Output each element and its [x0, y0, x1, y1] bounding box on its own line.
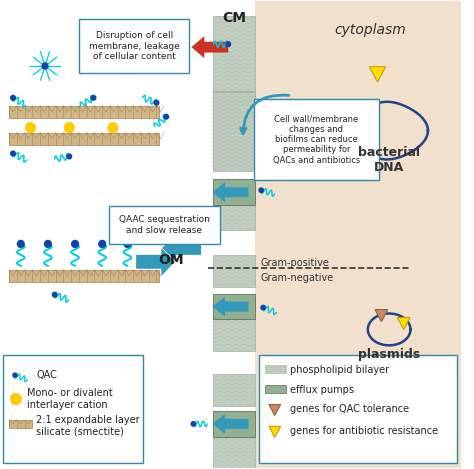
Bar	[265, 365, 286, 373]
Circle shape	[67, 154, 72, 159]
Bar	[213, 437, 255, 468]
Polygon shape	[162, 234, 201, 262]
FancyBboxPatch shape	[255, 99, 380, 180]
FancyBboxPatch shape	[259, 356, 457, 462]
Bar	[213, 294, 255, 319]
Circle shape	[45, 241, 51, 248]
Polygon shape	[375, 310, 388, 322]
Text: phospholipid bilayer: phospholipid bilayer	[290, 365, 390, 375]
Circle shape	[13, 373, 17, 377]
Text: Cell wall/membrane
changes and
biofilms can reduce
permeability for
QACs and ant: Cell wall/membrane changes and biofilms …	[273, 114, 360, 165]
Bar	[9, 270, 159, 282]
Bar	[213, 255, 255, 287]
Polygon shape	[212, 296, 248, 317]
Polygon shape	[212, 182, 248, 202]
Polygon shape	[136, 248, 175, 276]
Text: QAAC sequestration
and slow release: QAAC sequestration and slow release	[119, 215, 210, 235]
Circle shape	[11, 151, 15, 156]
Circle shape	[91, 96, 96, 100]
Circle shape	[72, 241, 79, 248]
Text: 2:1 expandable layer
silicate (smectite): 2:1 expandable layer silicate (smectite)	[36, 415, 140, 437]
Bar	[213, 205, 255, 230]
FancyBboxPatch shape	[109, 206, 219, 244]
Circle shape	[113, 57, 118, 61]
Text: Disruption of cell
membrane, leakage
of cellular content: Disruption of cell membrane, leakage of …	[89, 31, 180, 61]
Circle shape	[191, 422, 195, 426]
Bar	[213, 16, 255, 91]
Circle shape	[18, 241, 24, 248]
Circle shape	[108, 123, 118, 133]
Circle shape	[101, 47, 106, 52]
Polygon shape	[191, 36, 228, 58]
Circle shape	[154, 100, 159, 105]
Polygon shape	[369, 67, 386, 82]
Bar	[1, 1, 255, 468]
Circle shape	[11, 96, 15, 100]
Text: OM: OM	[158, 253, 184, 267]
Text: CM: CM	[222, 11, 246, 25]
Circle shape	[259, 188, 264, 192]
Bar	[213, 319, 255, 351]
Circle shape	[26, 123, 36, 133]
Polygon shape	[397, 318, 410, 330]
Circle shape	[226, 42, 230, 46]
Text: Mono- or divalent
interlayer cation: Mono- or divalent interlayer cation	[27, 388, 112, 410]
Bar	[9, 106, 159, 118]
Text: bacterial
DNA: bacterial DNA	[358, 146, 420, 174]
Polygon shape	[269, 404, 281, 416]
Text: plasmids: plasmids	[358, 348, 420, 361]
Circle shape	[10, 393, 21, 404]
Text: Gram-negative: Gram-negative	[260, 273, 334, 283]
Circle shape	[124, 241, 131, 248]
Bar	[9, 133, 159, 144]
Circle shape	[64, 123, 74, 133]
Bar	[255, 1, 461, 468]
Text: QAC: QAC	[36, 370, 57, 380]
Circle shape	[42, 63, 48, 69]
Text: Gram-positive: Gram-positive	[260, 258, 329, 268]
Bar	[9, 420, 32, 428]
Bar	[213, 179, 255, 205]
Circle shape	[261, 305, 265, 310]
FancyBboxPatch shape	[79, 19, 190, 73]
Text: cytoplasm: cytoplasm	[334, 23, 406, 37]
Polygon shape	[343, 113, 357, 127]
Bar	[265, 385, 286, 393]
Circle shape	[99, 241, 106, 248]
Bar	[213, 374, 255, 406]
Circle shape	[126, 69, 129, 73]
Polygon shape	[269, 426, 281, 437]
Text: genes for QAC tolerance: genes for QAC tolerance	[290, 404, 410, 414]
Text: genes for antibiotic resistance: genes for antibiotic resistance	[290, 426, 438, 436]
Bar	[213, 411, 255, 437]
Circle shape	[164, 114, 168, 119]
Text: efflux pumps: efflux pumps	[290, 385, 354, 395]
FancyBboxPatch shape	[3, 356, 143, 462]
Circle shape	[86, 37, 91, 42]
Circle shape	[53, 292, 57, 297]
Bar	[213, 91, 255, 170]
Bar	[213, 92, 255, 171]
Polygon shape	[212, 414, 248, 434]
